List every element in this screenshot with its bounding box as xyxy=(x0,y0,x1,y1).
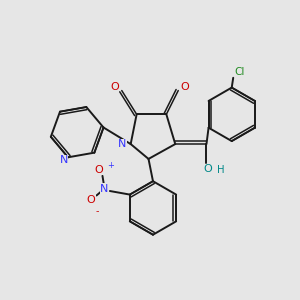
Text: H: H xyxy=(217,165,224,175)
Text: O: O xyxy=(203,164,212,174)
Text: +: + xyxy=(107,161,114,170)
Text: O: O xyxy=(180,82,189,92)
Text: Cl: Cl xyxy=(235,67,245,77)
Text: O: O xyxy=(94,165,103,175)
Text: N: N xyxy=(100,184,109,194)
Text: N: N xyxy=(118,139,127,149)
Text: N: N xyxy=(59,155,68,165)
Text: O: O xyxy=(110,82,119,92)
Text: -: - xyxy=(95,207,99,216)
Text: O: O xyxy=(87,195,95,205)
